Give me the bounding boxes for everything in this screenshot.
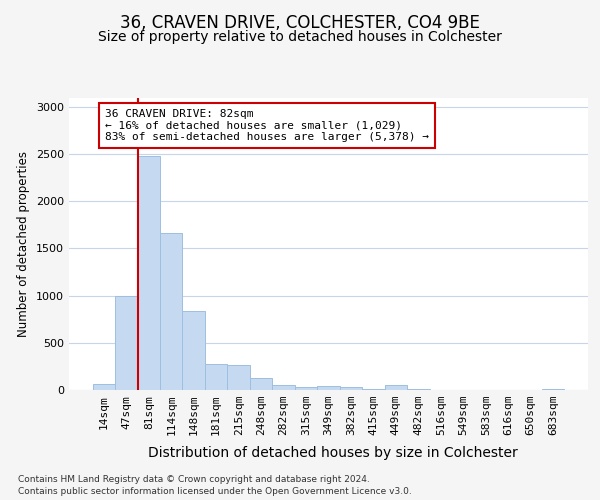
Bar bbox=[160, 234, 182, 390]
Text: 36 CRAVEN DRIVE: 82sqm
← 16% of detached houses are smaller (1,029)
83% of semi-: 36 CRAVEN DRIVE: 82sqm ← 16% of detached… bbox=[105, 109, 429, 142]
Y-axis label: Number of detached properties: Number of detached properties bbox=[17, 151, 31, 337]
Bar bbox=[205, 364, 227, 390]
Bar bbox=[317, 386, 340, 390]
Bar bbox=[340, 387, 362, 390]
Bar bbox=[542, 388, 565, 390]
Bar bbox=[407, 389, 430, 390]
Bar bbox=[272, 385, 295, 390]
Bar bbox=[385, 386, 407, 390]
Bar bbox=[362, 388, 385, 390]
Text: 36, CRAVEN DRIVE, COLCHESTER, CO4 9BE: 36, CRAVEN DRIVE, COLCHESTER, CO4 9BE bbox=[120, 14, 480, 32]
Bar bbox=[227, 364, 250, 390]
Bar bbox=[295, 387, 317, 390]
Bar bbox=[115, 296, 137, 390]
Text: Contains HM Land Registry data © Crown copyright and database right 2024.: Contains HM Land Registry data © Crown c… bbox=[18, 474, 370, 484]
Bar bbox=[250, 378, 272, 390]
Text: Contains public sector information licensed under the Open Government Licence v3: Contains public sector information licen… bbox=[18, 486, 412, 496]
Bar bbox=[92, 384, 115, 390]
Text: Size of property relative to detached houses in Colchester: Size of property relative to detached ho… bbox=[98, 30, 502, 44]
Text: Distribution of detached houses by size in Colchester: Distribution of detached houses by size … bbox=[148, 446, 518, 460]
Bar bbox=[182, 310, 205, 390]
Bar bbox=[137, 156, 160, 390]
